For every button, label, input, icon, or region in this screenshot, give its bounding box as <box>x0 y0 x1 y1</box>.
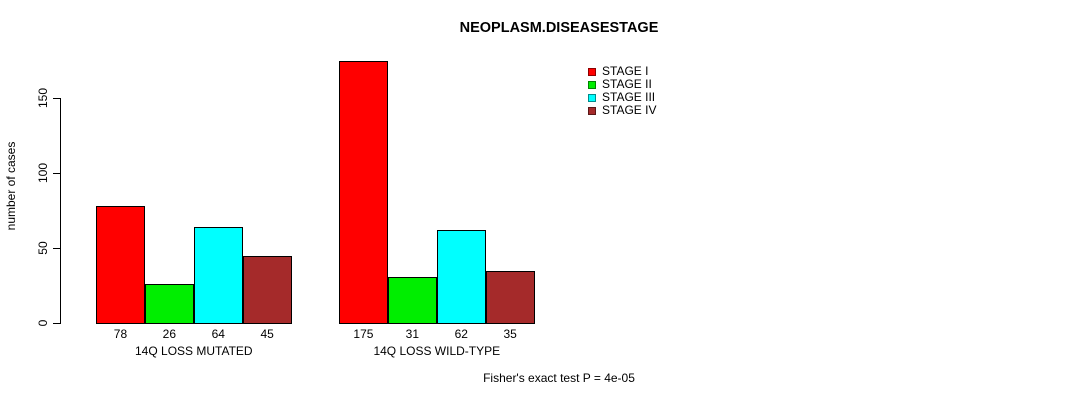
y-tick-label: 0 <box>36 319 50 327</box>
legend-item: STAGE III <box>588 91 656 104</box>
bar-value-label: 64 <box>211 327 225 341</box>
legend-item: STAGE IV <box>588 104 656 117</box>
bar-value-label: 175 <box>353 327 374 341</box>
y-tick-mark <box>53 248 61 249</box>
bar <box>144 284 194 324</box>
bar-value-label: 26 <box>162 327 177 341</box>
legend-swatch <box>588 67 596 76</box>
legend-label: STAGE I <box>602 64 649 78</box>
legend-swatch <box>588 93 596 102</box>
bar-value-label: 45 <box>260 327 274 341</box>
bar <box>193 227 243 324</box>
bar-value-label: 31 <box>405 327 420 341</box>
y-tick-label: 150 <box>36 87 50 109</box>
y-axis-label: number of cases <box>4 141 18 231</box>
bar-value-label: 35 <box>503 327 517 341</box>
bar <box>96 206 145 324</box>
bar-value-label: 78 <box>113 327 128 341</box>
y-tick-mark <box>53 173 61 174</box>
bar <box>436 230 486 324</box>
y-axis-line <box>60 98 61 323</box>
legend-label: STAGE III <box>602 90 656 104</box>
bar-value-label: 62 <box>454 327 468 341</box>
y-tick-mark <box>53 98 61 99</box>
chart-title: NEOPLASM.DISEASESTAGE <box>459 20 659 36</box>
y-tick-label: 100 <box>36 162 50 184</box>
legend-label: STAGE II <box>602 77 652 91</box>
y-tick-label: 50 <box>36 241 50 255</box>
legend-swatch <box>588 80 596 89</box>
category-label: 14Q LOSS WILD-TYPE <box>373 344 501 358</box>
legend-label: STAGE IV <box>602 103 657 117</box>
annotation-text: Fisher's exact test P = 4e-05 <box>483 371 635 385</box>
legend-item: STAGE I <box>588 65 656 78</box>
category-label: 14Q LOSS MUTATED <box>135 344 253 358</box>
bar <box>485 270 535 324</box>
bar <box>339 60 388 324</box>
y-tick-mark <box>53 323 61 324</box>
legend-item: STAGE II <box>588 78 656 91</box>
bar <box>387 276 437 324</box>
legend: STAGE I STAGE II STAGE III STAGE IV <box>588 65 656 117</box>
legend-swatch <box>588 106 596 115</box>
bar <box>242 255 292 324</box>
